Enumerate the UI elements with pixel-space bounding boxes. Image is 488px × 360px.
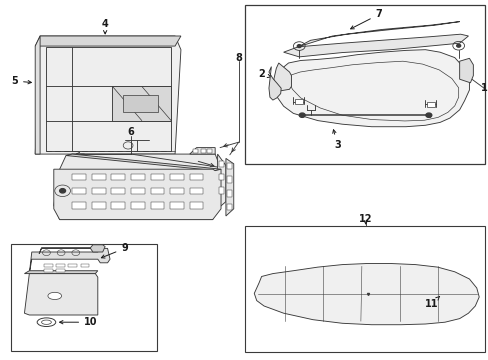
Polygon shape <box>189 148 215 154</box>
Polygon shape <box>35 36 40 154</box>
Ellipse shape <box>37 318 56 327</box>
Bar <box>92 202 105 209</box>
Polygon shape <box>39 245 105 254</box>
Bar <box>81 264 89 267</box>
Bar <box>44 264 53 267</box>
Polygon shape <box>225 158 233 216</box>
Bar <box>11 244 157 351</box>
Polygon shape <box>459 58 472 83</box>
Text: 12: 12 <box>358 214 372 224</box>
Bar <box>219 161 224 167</box>
Text: 9: 9 <box>101 243 128 258</box>
Polygon shape <box>268 67 281 100</box>
Bar <box>72 174 86 180</box>
Polygon shape <box>54 154 221 220</box>
Polygon shape <box>298 22 459 47</box>
Bar <box>56 264 65 267</box>
Bar <box>226 190 231 197</box>
Bar <box>295 99 303 104</box>
Ellipse shape <box>41 320 51 324</box>
Text: 8: 8 <box>235 53 242 63</box>
Bar <box>92 174 105 180</box>
Bar <box>111 202 125 209</box>
Bar <box>189 174 203 180</box>
Bar <box>427 102 434 107</box>
Bar <box>226 163 231 169</box>
Bar <box>72 188 86 194</box>
Circle shape <box>456 44 460 47</box>
Text: 3: 3 <box>332 130 340 150</box>
Bar <box>189 202 203 209</box>
Bar <box>56 269 65 272</box>
Polygon shape <box>273 63 291 91</box>
Polygon shape <box>217 154 225 209</box>
Bar <box>170 188 183 194</box>
Bar <box>207 149 212 153</box>
Polygon shape <box>46 47 171 151</box>
Bar <box>92 188 105 194</box>
Bar <box>226 204 231 210</box>
Circle shape <box>60 189 65 193</box>
Polygon shape <box>35 36 181 46</box>
Bar <box>226 176 231 183</box>
Text: 4: 4 <box>102 19 108 34</box>
Polygon shape <box>276 50 468 127</box>
Circle shape <box>299 113 305 117</box>
Polygon shape <box>24 274 98 315</box>
Bar <box>219 187 224 194</box>
Bar <box>201 149 206 153</box>
Bar <box>189 188 203 194</box>
Polygon shape <box>54 169 221 220</box>
Bar <box>131 202 144 209</box>
Bar <box>192 149 197 153</box>
Bar <box>111 174 125 180</box>
Polygon shape <box>254 264 478 325</box>
Bar <box>68 264 77 267</box>
Text: 7: 7 <box>350 9 382 29</box>
Bar <box>111 188 125 194</box>
Bar <box>170 202 183 209</box>
Bar <box>131 188 144 194</box>
Polygon shape <box>24 271 98 274</box>
Bar <box>150 174 164 180</box>
Bar <box>150 202 164 209</box>
Bar <box>123 95 158 112</box>
Bar <box>131 174 144 180</box>
Polygon shape <box>283 34 468 57</box>
Polygon shape <box>35 36 181 154</box>
Polygon shape <box>66 154 221 171</box>
Polygon shape <box>112 86 171 121</box>
Text: 6: 6 <box>127 127 134 138</box>
Text: 2: 2 <box>258 69 270 79</box>
Bar <box>150 188 164 194</box>
Bar <box>44 269 53 272</box>
Text: 5: 5 <box>11 76 31 86</box>
Circle shape <box>425 113 431 117</box>
Bar <box>170 174 183 180</box>
Text: 10: 10 <box>60 317 98 327</box>
Text: 11: 11 <box>424 296 439 309</box>
Polygon shape <box>29 248 110 274</box>
Text: 1: 1 <box>480 83 487 93</box>
Bar <box>72 202 86 209</box>
Circle shape <box>297 45 301 48</box>
Bar <box>219 174 224 180</box>
Ellipse shape <box>48 292 61 300</box>
Bar <box>245 226 484 352</box>
Bar <box>245 5 484 164</box>
